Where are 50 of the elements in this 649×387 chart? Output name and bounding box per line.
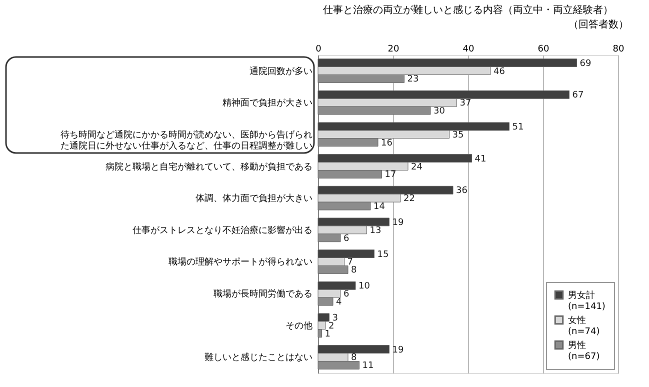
- data-label: 7: [347, 258, 353, 268]
- data-label: 16: [381, 138, 393, 148]
- y-tick-label: 職場の理解やサポートが得られない: [168, 256, 312, 268]
- data-label: 35: [452, 130, 464, 140]
- data-label: 19: [392, 218, 404, 228]
- y-tick-label: 体調、体力面で負担が大きい: [196, 193, 312, 204]
- data-label: 6: [344, 290, 350, 300]
- data-label: 30: [434, 106, 446, 117]
- chart-title: 仕事と治療の両立が難しいと感じる内容（両立中・両立経験者）: [323, 4, 613, 16]
- data-label: 8: [351, 353, 357, 364]
- legend-label: 男女計(n=141): [568, 290, 606, 312]
- x-tick-label: 40: [462, 44, 474, 54]
- data-label: 2: [328, 321, 334, 332]
- y-tick-label: 難しいと感じたことはない: [204, 352, 312, 364]
- data-label: 19: [392, 345, 404, 356]
- data-label: 17: [384, 170, 396, 180]
- x-tick-label: 20: [388, 44, 400, 54]
- data-label: 8: [351, 266, 357, 276]
- data-label: 69: [580, 58, 592, 69]
- data-label: 24: [411, 162, 423, 172]
- y-tick-label: 精神面で負担が大きい: [222, 98, 312, 109]
- data-label: 46: [494, 66, 506, 77]
- data-label: 51: [512, 122, 524, 132]
- x-tick-label: 60: [538, 44, 550, 54]
- legend-label: 女性(n=74): [568, 315, 600, 337]
- data-label: 11: [362, 361, 374, 372]
- data-label: 13: [370, 226, 382, 236]
- data-label: 14: [374, 202, 386, 212]
- legend-label: 男性(n=67): [568, 340, 600, 362]
- data-label: 10: [358, 282, 370, 292]
- data-label: 22: [404, 194, 415, 204]
- data-label: 36: [456, 186, 468, 196]
- x-tick-label: 0: [316, 44, 322, 54]
- y-tick-label: 待ち時間など通院にかかる時間が読めない、医師から告げられた通院日に外せない仕事が入るなど、仕事の日程調整が難しい: [60, 129, 312, 152]
- data-label: 67: [572, 90, 584, 101]
- x-tick-label: 80: [612, 44, 624, 54]
- y-tick-label: その他: [286, 320, 312, 332]
- data-label: 15: [377, 250, 389, 260]
- y-tick-label: 職場が長時間労働である: [214, 288, 312, 300]
- data-label: 23: [407, 74, 419, 85]
- x-axis-title: （回答者数）: [568, 18, 628, 30]
- data-label: 6: [344, 234, 350, 244]
- y-tick-label: 仕事がストレスとなり不妊治療に影響が出る: [132, 224, 312, 236]
- y-tick-label: 病院と職場と自宅が離れていて、移動が負担である: [106, 161, 312, 172]
- data-label: 3: [332, 313, 338, 324]
- data-label: 1: [324, 329, 330, 340]
- y-tick-label: 通院回数が多い: [250, 66, 312, 77]
- data-label: 37: [460, 98, 472, 109]
- data-label: 4: [336, 298, 342, 308]
- data-label: 41: [474, 154, 486, 164]
